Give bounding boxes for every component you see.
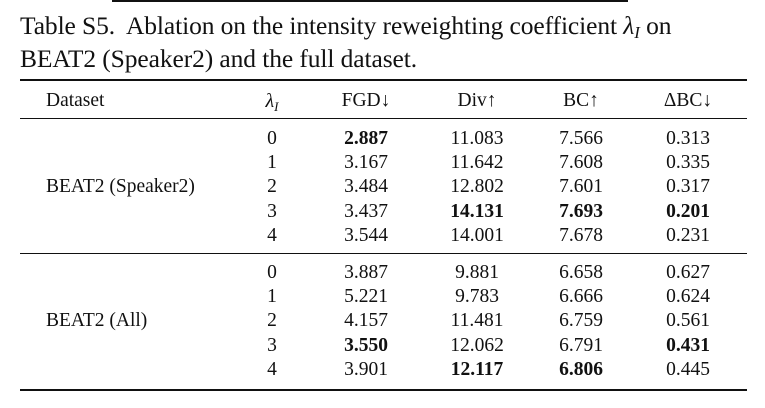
cell-delta-bc: 0.313: [666, 128, 710, 149]
cell-delta-bc: 0.624: [666, 286, 710, 308]
cell-lambda: 1: [267, 152, 277, 174]
header-lambda: λI: [265, 89, 278, 114]
cell-bc: 6.791: [559, 334, 603, 356]
group-label: BEAT2 (All): [46, 310, 148, 332]
caption-text-after: on BEAT2 (Speaker2) and the full dataset…: [20, 11, 672, 73]
cell-bc: 6.759: [559, 310, 603, 332]
header-delta-bc: ΔBC↓: [663, 90, 713, 111]
cell-bc: 7.601: [559, 176, 603, 198]
group-label: BEAT2 (Speaker2): [46, 176, 195, 198]
cell-delta-bc: 0.201: [666, 200, 710, 222]
cell-lambda: 3: [267, 334, 277, 356]
cell-delta-bc: 0.561: [666, 310, 710, 332]
header-rule: [20, 118, 747, 119]
cell-div: 9.881: [455, 262, 499, 283]
cell-lambda: 4: [267, 224, 277, 246]
cell-bc: 6.658: [559, 262, 603, 283]
cell-fgd: 3.437: [344, 200, 388, 222]
page-top-rule: [112, 0, 628, 2]
cell-fgd: 2.887: [344, 128, 388, 149]
cell-fgd: 4.157: [344, 310, 388, 332]
cell-bc: 6.806: [559, 358, 603, 380]
header-lambda-symbol: λ: [265, 90, 275, 112]
group-separator-rule: [20, 253, 747, 254]
cell-fgd: 3.167: [344, 152, 388, 174]
cell-div: 9.783: [455, 286, 499, 308]
cell-fgd: 3.887: [344, 262, 388, 283]
header-lambda-subscript: I: [274, 99, 279, 114]
cell-bc: 7.566: [559, 128, 603, 149]
cell-lambda: 4: [267, 358, 277, 380]
cell-lambda: 3: [267, 200, 277, 222]
cell-fgd: 5.221: [344, 286, 388, 308]
cell-bc: 7.693: [559, 200, 603, 222]
table-caption: Table S5. Ablation on the intensity rewe…: [20, 9, 750, 75]
cell-delta-bc: 0.445: [666, 358, 710, 380]
cell-delta-bc: 0.335: [666, 152, 710, 174]
cell-lambda: 0: [267, 262, 277, 283]
cell-lambda: 2: [267, 310, 277, 332]
header-fgd: FGD↓: [341, 90, 391, 111]
cell-div: 12.062: [450, 334, 504, 356]
cell-delta-bc: 0.431: [666, 334, 710, 356]
cell-div: 14.131: [450, 200, 504, 222]
caption-text-before: Ablation on the intensity reweighting co…: [125, 11, 617, 40]
cell-fgd: 3.484: [344, 176, 388, 198]
cell-bc: 6.666: [559, 286, 603, 308]
cell-bc: 7.608: [559, 152, 603, 174]
cell-fgd: 3.901: [344, 358, 388, 380]
header-bc: BC↑: [563, 90, 599, 111]
cell-delta-bc: 0.627: [666, 262, 710, 283]
cell-lambda: 0: [267, 128, 277, 149]
cell-lambda: 1: [267, 286, 277, 308]
cell-div: 11.481: [450, 310, 504, 332]
cell-div: 14.001: [450, 224, 504, 246]
table-top-rule: [20, 79, 747, 81]
cell-fgd: 3.544: [344, 224, 388, 246]
cell-div: 11.083: [450, 128, 504, 149]
caption-lambda-subscript: I: [634, 23, 640, 42]
cell-delta-bc: 0.231: [666, 224, 710, 246]
cell-delta-bc: 0.317: [666, 176, 710, 198]
caption-label: Table S5.: [20, 11, 116, 40]
cell-lambda: 2: [267, 176, 277, 198]
header-dataset: Dataset: [46, 90, 105, 111]
cell-div: 12.802: [450, 176, 504, 198]
cell-div: 11.642: [450, 152, 504, 174]
table-bottom-rule: [20, 389, 747, 391]
cell-fgd: 3.550: [344, 334, 388, 356]
cell-div: 12.117: [450, 358, 504, 380]
caption-lambda-symbol: λ: [623, 11, 635, 40]
cell-bc: 7.678: [559, 224, 603, 246]
header-div: Div↑: [457, 90, 497, 111]
